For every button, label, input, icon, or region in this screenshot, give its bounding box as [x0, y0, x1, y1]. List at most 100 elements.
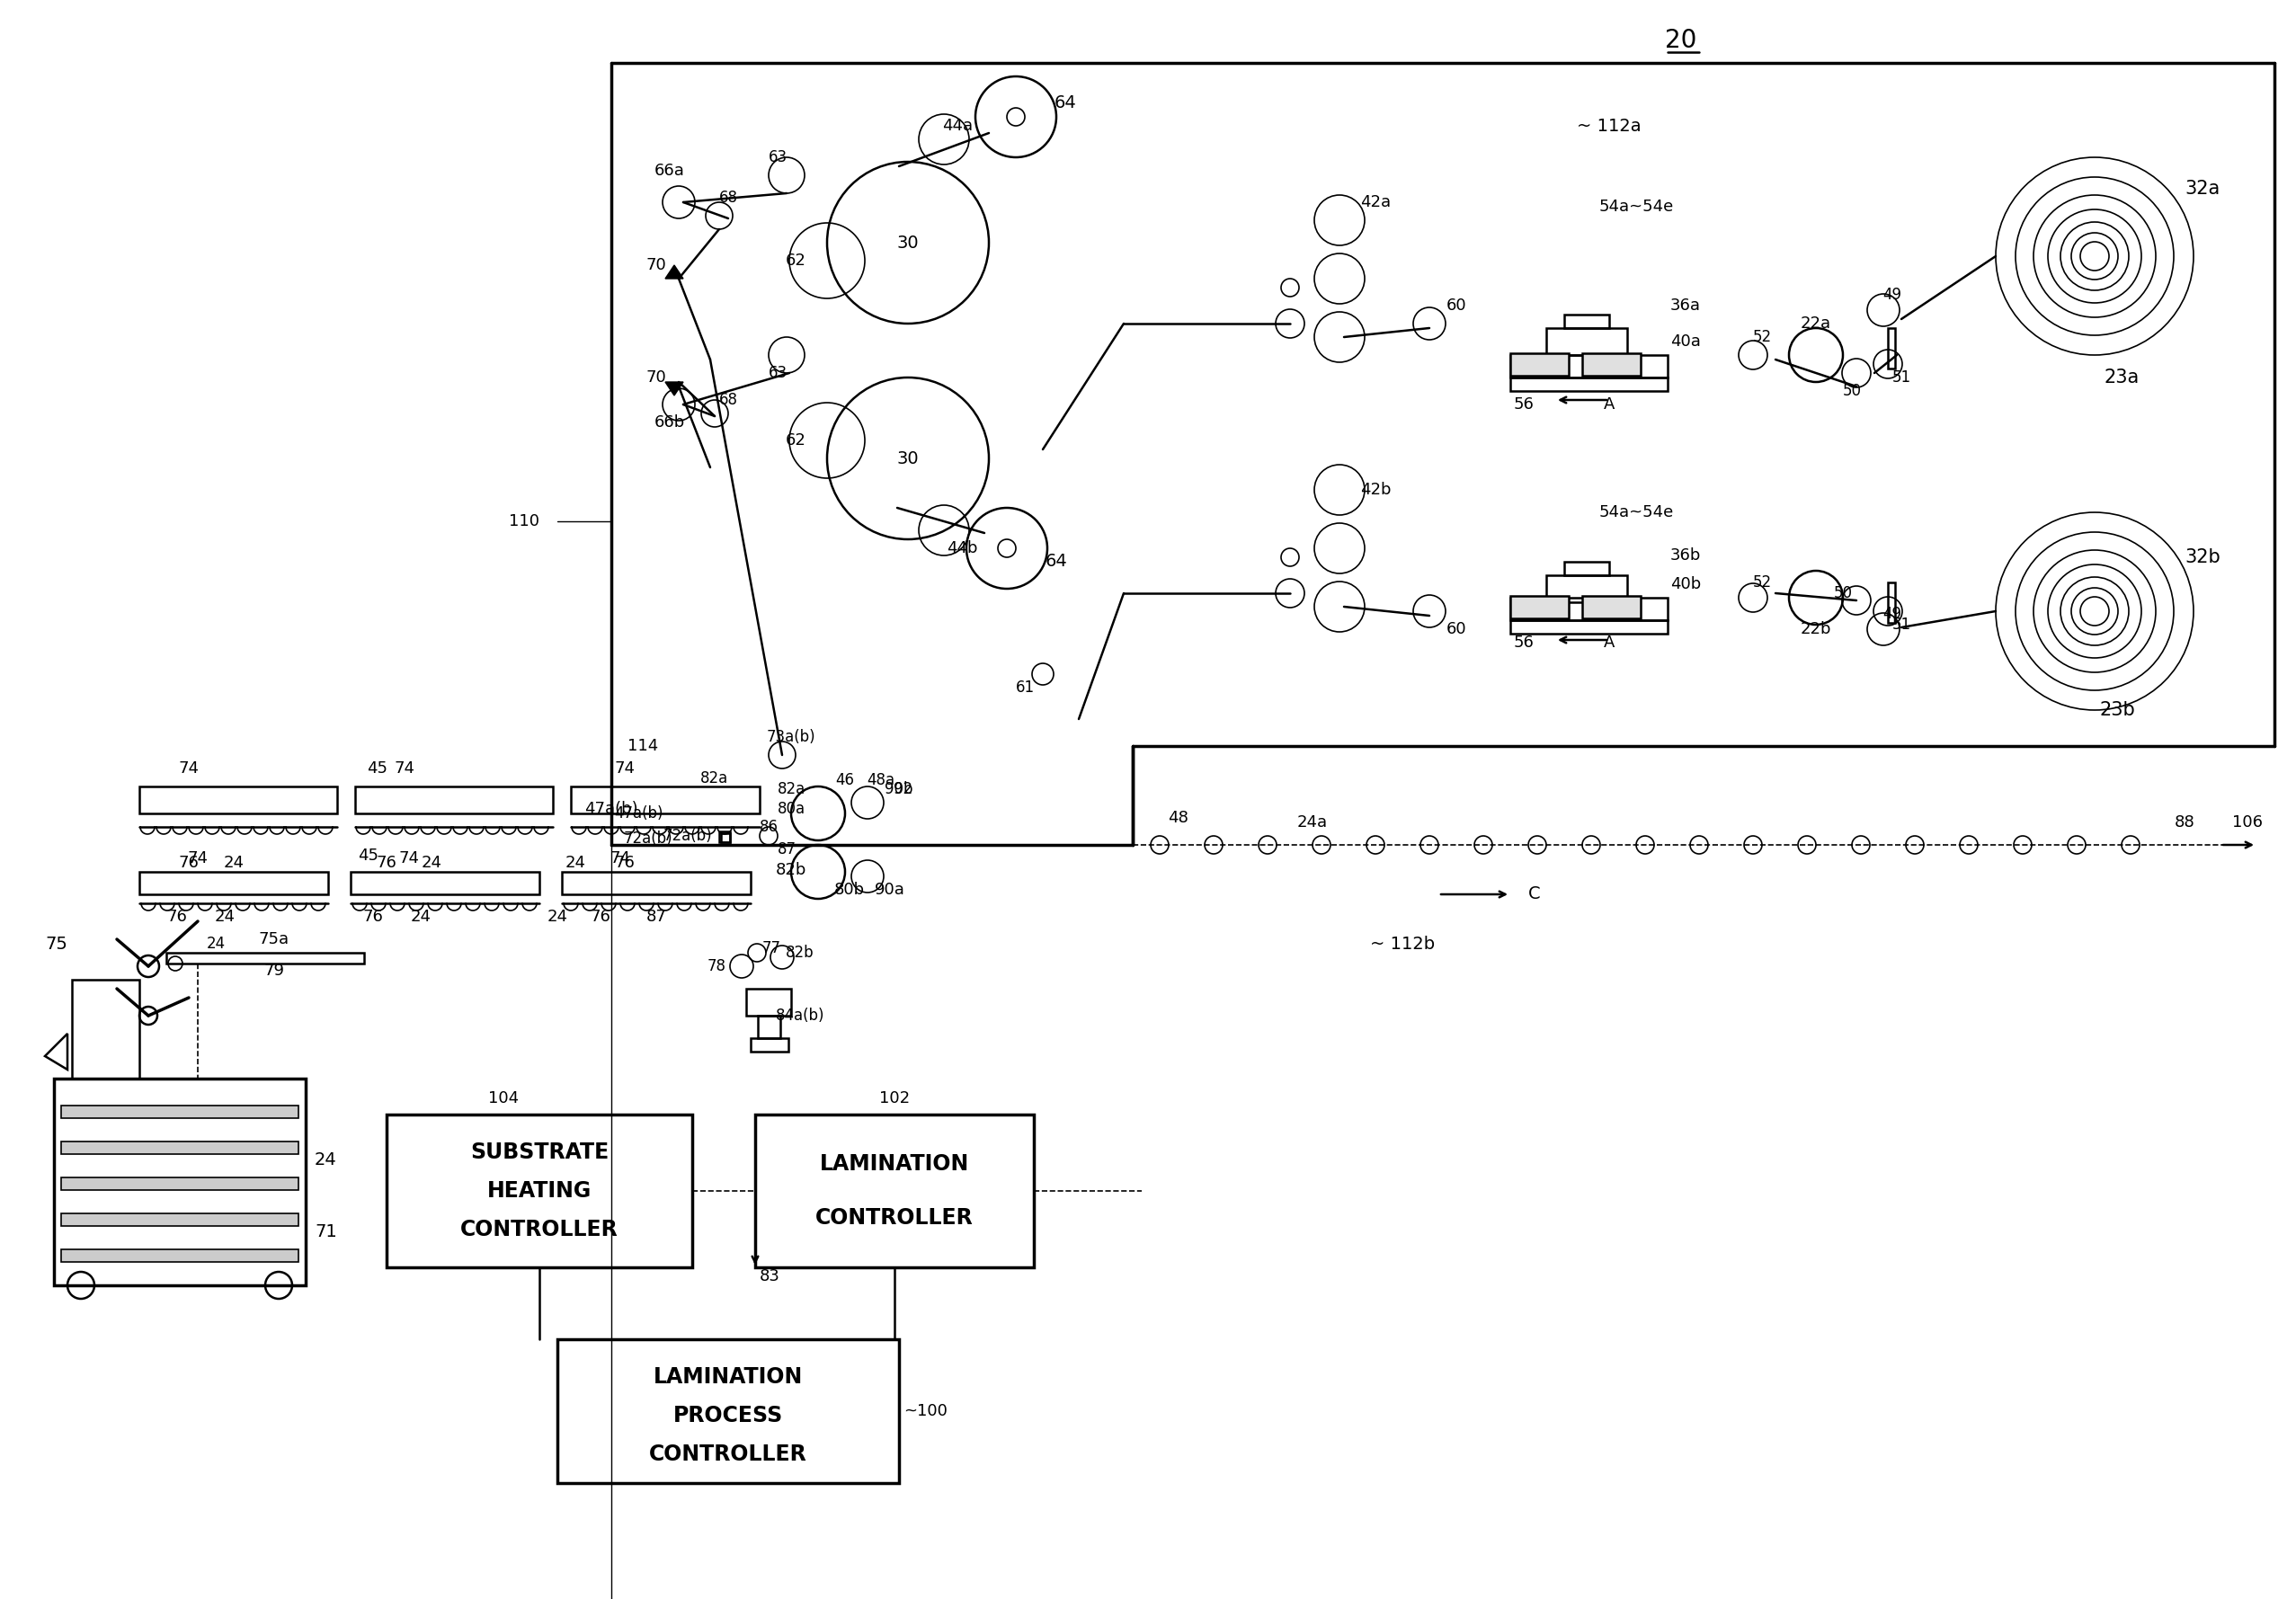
Text: 36b: 36b: [1669, 547, 1701, 563]
Text: 49: 49: [1883, 606, 1901, 622]
Text: 76: 76: [168, 908, 188, 924]
Text: 24: 24: [565, 855, 585, 871]
Text: 47a(b): 47a(b): [585, 801, 638, 817]
Text: 74: 74: [188, 851, 209, 867]
Polygon shape: [666, 265, 684, 278]
Text: 110: 110: [510, 513, 540, 529]
Text: HEATING: HEATING: [487, 1180, 592, 1202]
Text: 87: 87: [776, 841, 797, 857]
Text: 54a~54e: 54a~54e: [1598, 504, 1674, 520]
Text: 104: 104: [489, 1091, 519, 1107]
Bar: [1511, 355, 1667, 377]
Text: A: A: [1603, 397, 1614, 413]
Text: 24: 24: [214, 908, 234, 924]
Text: 74: 74: [179, 761, 200, 777]
Text: 48: 48: [1166, 809, 1187, 827]
Text: 46: 46: [836, 772, 854, 788]
Bar: [1511, 598, 1667, 620]
Text: 77: 77: [762, 940, 781, 956]
Text: 45: 45: [358, 847, 379, 863]
Text: 22a: 22a: [1800, 315, 1832, 331]
Text: 86: 86: [760, 819, 778, 835]
Text: 76: 76: [615, 855, 636, 871]
Text: 60: 60: [1446, 297, 1467, 313]
Text: 24a: 24a: [1297, 814, 1327, 830]
Text: 47a(b): 47a(b): [613, 806, 664, 822]
Text: 102: 102: [879, 1091, 909, 1107]
Text: 76: 76: [590, 908, 611, 924]
Text: 82a: 82a: [700, 771, 728, 787]
Text: SUBSTRATE: SUBSTRATE: [471, 1142, 608, 1162]
Bar: [62, 1249, 298, 1262]
Text: 56: 56: [1513, 397, 1534, 413]
Bar: [1564, 561, 1609, 576]
Bar: [71, 980, 140, 1079]
Text: 90b: 90b: [884, 780, 914, 798]
Text: 62: 62: [785, 253, 806, 269]
Text: ~ 112b: ~ 112b: [1371, 935, 1435, 953]
Text: 72a(b): 72a(b): [622, 830, 673, 847]
Bar: [1887, 582, 1894, 624]
Bar: [53, 1079, 305, 1286]
Bar: [1511, 377, 1667, 392]
Text: 42a: 42a: [1359, 193, 1391, 211]
Text: 24: 24: [546, 908, 567, 924]
Text: 42b: 42b: [1359, 481, 1391, 497]
Text: 88: 88: [2174, 814, 2195, 830]
Bar: [62, 1142, 298, 1154]
Text: 23b: 23b: [2099, 700, 2135, 720]
Text: 54a~54e: 54a~54e: [1598, 198, 1674, 214]
Text: 84a(b): 84a(b): [776, 1007, 824, 1023]
Text: 50: 50: [1835, 585, 1853, 601]
Text: 62: 62: [785, 432, 806, 448]
Text: 70: 70: [645, 369, 666, 385]
Bar: [1582, 353, 1642, 376]
Text: 61: 61: [1015, 680, 1033, 696]
Bar: [165, 953, 365, 964]
Text: PROCESS: PROCESS: [673, 1406, 783, 1426]
Bar: [758, 1015, 781, 1038]
Text: 76: 76: [179, 855, 200, 871]
Text: 24: 24: [411, 908, 432, 924]
Text: C: C: [1529, 886, 1541, 903]
Text: 66a: 66a: [654, 163, 684, 179]
Text: 70: 70: [645, 257, 666, 273]
Text: 76: 76: [377, 855, 397, 871]
Text: 71: 71: [315, 1223, 338, 1239]
Text: 44b: 44b: [946, 540, 978, 556]
Bar: [1564, 315, 1609, 328]
Text: 80b: 80b: [833, 881, 866, 899]
Bar: [62, 1214, 298, 1226]
Text: 40a: 40a: [1671, 334, 1701, 350]
Bar: [140, 871, 328, 894]
Bar: [563, 871, 751, 894]
Text: 51: 51: [1892, 617, 1910, 633]
Bar: [719, 831, 730, 843]
Text: 87: 87: [645, 908, 666, 924]
Text: CONTROLLER: CONTROLLER: [461, 1218, 618, 1241]
Text: 32b: 32b: [2183, 548, 2220, 566]
Text: 68: 68: [719, 392, 737, 408]
Text: A: A: [1603, 635, 1614, 651]
Bar: [572, 787, 760, 814]
Text: 56: 56: [1513, 635, 1534, 651]
Text: 90a: 90a: [875, 881, 905, 899]
Text: 114: 114: [627, 737, 659, 755]
Text: 24: 24: [207, 935, 225, 951]
Text: 82b: 82b: [776, 862, 806, 878]
Bar: [558, 1340, 900, 1482]
Text: 20: 20: [1665, 27, 1697, 53]
Bar: [140, 787, 338, 814]
Bar: [746, 988, 792, 1015]
Text: 45: 45: [367, 761, 388, 777]
Bar: [1582, 596, 1642, 619]
Text: 83: 83: [760, 1268, 781, 1284]
Text: LAMINATION: LAMINATION: [654, 1366, 804, 1388]
Text: 52: 52: [1752, 574, 1773, 590]
Text: 72a(b): 72a(b): [664, 828, 712, 844]
Text: 75: 75: [46, 935, 67, 953]
Text: 50: 50: [1841, 382, 1862, 400]
Text: 75a: 75a: [259, 931, 289, 947]
Text: 64: 64: [1045, 553, 1068, 571]
Text: 24: 24: [315, 1151, 338, 1167]
